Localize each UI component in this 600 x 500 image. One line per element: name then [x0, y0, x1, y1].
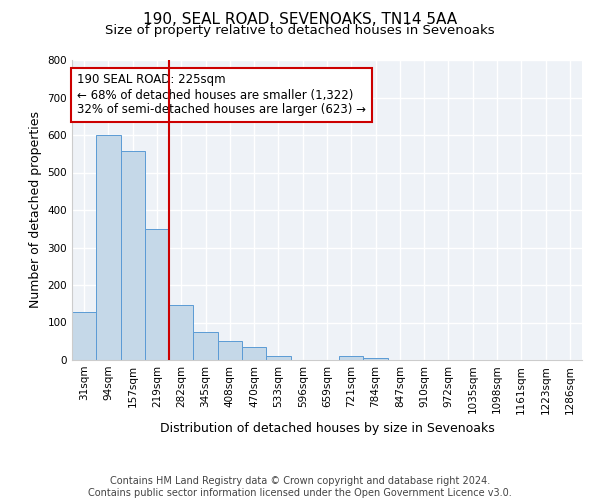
Y-axis label: Number of detached properties: Number of detached properties [29, 112, 42, 308]
X-axis label: Distribution of detached houses by size in Sevenoaks: Distribution of detached houses by size … [160, 422, 494, 435]
Bar [169, 304, 193, 360]
Bar [145, 229, 169, 360]
Text: Contains HM Land Registry data © Crown copyright and database right 2024.
Contai: Contains HM Land Registry data © Crown c… [88, 476, 512, 498]
Text: 190 SEAL ROAD: 225sqm
← 68% of detached houses are smaller (1,322)
32% of semi-d: 190 SEAL ROAD: 225sqm ← 68% of detached … [77, 74, 366, 116]
Bar [193, 332, 218, 360]
Bar [266, 356, 290, 360]
Bar [96, 135, 121, 360]
Bar [242, 347, 266, 360]
Bar [339, 356, 364, 360]
Bar [72, 312, 96, 360]
Bar [364, 358, 388, 360]
Bar [218, 341, 242, 360]
Text: Size of property relative to detached houses in Sevenoaks: Size of property relative to detached ho… [105, 24, 495, 37]
Text: 190, SEAL ROAD, SEVENOAKS, TN14 5AA: 190, SEAL ROAD, SEVENOAKS, TN14 5AA [143, 12, 457, 28]
Bar [121, 151, 145, 360]
